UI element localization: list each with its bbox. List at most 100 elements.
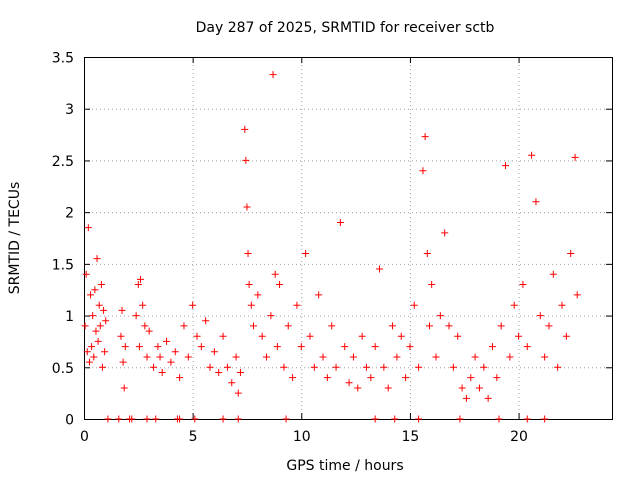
data-point — [167, 358, 175, 366]
data-point — [145, 327, 153, 335]
data-point — [267, 312, 275, 320]
data-point — [441, 229, 449, 237]
data-point — [454, 332, 462, 340]
data-point — [467, 374, 475, 382]
data-point — [132, 312, 140, 320]
data-point — [332, 363, 340, 371]
data-point — [415, 363, 423, 371]
data-point — [171, 348, 179, 356]
data-point — [254, 291, 262, 299]
data-point — [293, 301, 301, 309]
data-point — [336, 218, 344, 226]
data-point — [100, 306, 108, 314]
data-point — [354, 384, 362, 392]
y-tick-label: 1 — [65, 309, 74, 325]
data-point — [242, 156, 250, 164]
data-point — [345, 379, 353, 387]
data-point — [315, 291, 323, 299]
data-point — [541, 415, 549, 423]
data-point — [389, 322, 397, 330]
y-axis-label: SRMTID / TECUs — [7, 182, 23, 295]
data-point — [143, 415, 151, 423]
data-point — [528, 151, 536, 159]
data-point — [152, 415, 160, 423]
data-point — [310, 363, 318, 371]
data-point — [223, 363, 231, 371]
data-point — [215, 368, 223, 376]
data-point — [269, 71, 277, 79]
data-point — [519, 281, 527, 289]
data-point — [247, 301, 255, 309]
data-point — [234, 389, 242, 397]
y-tick-label: 2.5 — [52, 154, 74, 170]
data-point — [276, 281, 284, 289]
data-point — [94, 337, 102, 345]
y-tick-label: 0.5 — [52, 361, 74, 377]
data-point — [571, 153, 579, 161]
data-point — [449, 363, 457, 371]
data-point — [156, 353, 164, 361]
data-point — [154, 343, 162, 351]
data-point — [421, 133, 429, 141]
y-tick-label: 2 — [65, 206, 74, 222]
data-point — [180, 322, 188, 330]
data-point — [419, 167, 427, 175]
data-point — [297, 343, 305, 351]
data-point — [273, 343, 281, 351]
data-point — [423, 250, 431, 258]
data-point — [134, 281, 142, 289]
plot-frame — [84, 57, 613, 420]
data-point — [143, 353, 151, 361]
data-point — [104, 415, 112, 423]
x-tick-label: 5 — [189, 429, 198, 445]
x-tick-label: 20 — [510, 429, 528, 445]
data-point — [121, 343, 129, 351]
data-point — [445, 322, 453, 330]
data-point — [191, 415, 199, 423]
data-point — [319, 353, 327, 361]
data-point — [475, 384, 483, 392]
data-point — [306, 332, 314, 340]
data-point — [402, 374, 410, 382]
data-point — [302, 250, 310, 258]
data-point — [85, 358, 93, 366]
data-point — [87, 291, 95, 299]
y-tick-label: 1.5 — [52, 257, 74, 273]
data-point — [397, 332, 405, 340]
data-point — [236, 368, 244, 376]
data-point — [502, 162, 510, 170]
data-point — [102, 317, 110, 325]
data-point — [219, 332, 227, 340]
data-point — [549, 270, 557, 278]
data-point — [96, 322, 104, 330]
data-point — [493, 374, 501, 382]
data-point — [128, 415, 136, 423]
data-point — [158, 368, 166, 376]
x-tick-label: 0 — [80, 429, 89, 445]
data-point — [189, 301, 197, 309]
data-marks — [81, 71, 581, 423]
data-point — [117, 332, 125, 340]
data-point — [515, 332, 523, 340]
data-point — [541, 353, 549, 361]
data-point — [523, 415, 531, 423]
data-point — [523, 343, 531, 351]
y-tick-label: 3 — [65, 102, 74, 118]
data-point — [536, 312, 544, 320]
data-point — [280, 363, 288, 371]
data-point — [163, 337, 171, 345]
data-point — [362, 363, 370, 371]
data-point — [458, 384, 466, 392]
data-point — [139, 301, 147, 309]
data-point — [495, 415, 503, 423]
data-point — [562, 332, 570, 340]
data-point — [101, 348, 109, 356]
data-point — [480, 363, 488, 371]
grid-layer — [84, 57, 612, 419]
data-point — [471, 353, 479, 361]
data-point — [202, 317, 210, 325]
data-point — [432, 353, 440, 361]
data-point — [282, 415, 290, 423]
